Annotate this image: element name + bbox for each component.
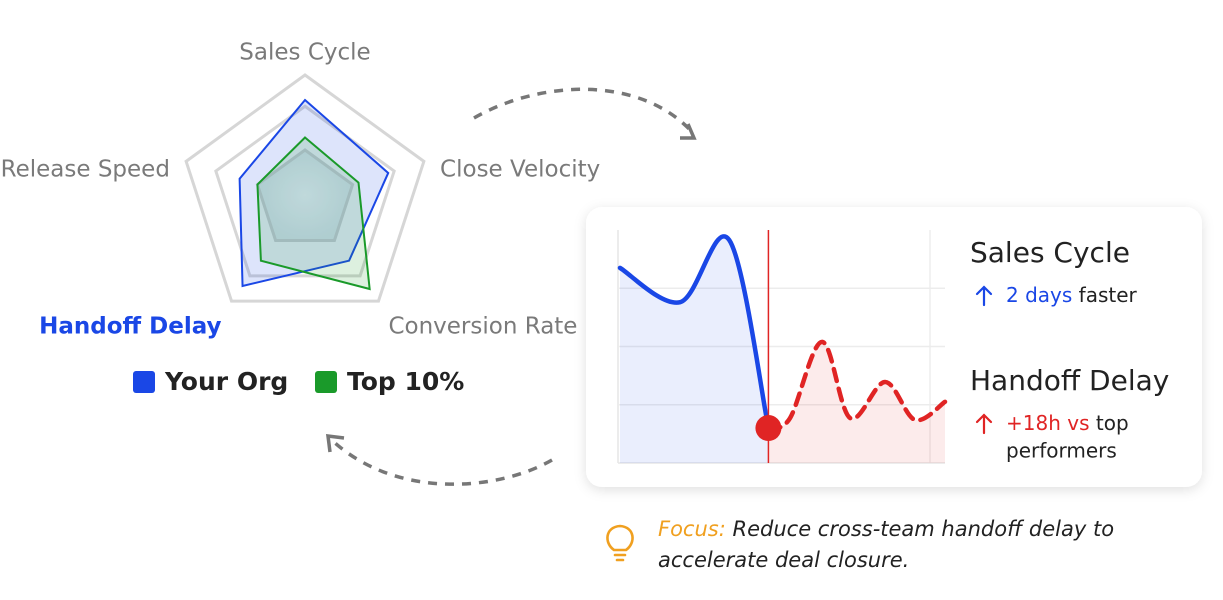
line: [617, 234, 771, 431]
focus-note: Focus: Reduce cross-team handoff delay t…: [606, 517, 1114, 572]
arrow-up: [975, 285, 993, 307]
legend-swatch: [133, 371, 155, 393]
radar-area: [238, 98, 390, 288]
stat-rest: top: [1096, 411, 1129, 435]
bulb-icon: [606, 524, 634, 562]
focus-label: Focus:: [658, 517, 726, 541]
stats: Sales Cycle 2 days faster Handoff Delay +18…: [970, 236, 1169, 463]
stat-highlight: 2 days: [1006, 283, 1072, 307]
legend-label: Your Org: [164, 367, 288, 396]
line-chart: [617, 230, 948, 464]
focus-text: accelerate deal closure.: [658, 548, 909, 572]
arrow-head: [325, 433, 345, 453]
focus-text: Reduce cross-team handoff delay to: [733, 517, 1115, 541]
radar-ring: [255, 148, 355, 242]
axis-label: Sales Cycle: [239, 40, 370, 66]
radar-ring: [184, 73, 426, 303]
flow-arrow: [333, 441, 553, 486]
area: [768, 341, 945, 463]
arrow-up: [975, 413, 993, 435]
radar-ring: [214, 104, 396, 278]
line: [766, 339, 948, 431]
focus-line: Focus: Reduce cross-team handoff delay t…: [658, 517, 1114, 541]
stat-sub: performers: [1006, 439, 1117, 463]
radar-chart: Sales Cycle Close Velocity Conversion Rate…: [1, 40, 601, 397]
legend-label: Top 10%: [347, 367, 464, 396]
legend-swatch: [315, 371, 337, 393]
marker-dot: [755, 415, 782, 442]
stat-title: Handoff Delay: [970, 364, 1169, 397]
area: [619, 236, 769, 463]
stat-rest: faster: [1079, 283, 1138, 307]
stat-sub: 2 days faster: [1006, 283, 1138, 307]
axis-label: Handoff Delay: [39, 313, 221, 339]
flow-arrow: [473, 87, 694, 134]
radar-area: [256, 136, 371, 291]
axis-label: Release Speed: [1, 157, 170, 183]
stat-title: Sales Cycle: [970, 236, 1130, 269]
axis-label: Close Velocity: [440, 157, 600, 183]
axis-label: Conversion Rate: [388, 313, 577, 339]
stat-highlight: +18h vs: [1006, 411, 1090, 435]
stat-sub: +18h vs top: [1006, 411, 1129, 435]
arrow-head: [680, 123, 697, 140]
